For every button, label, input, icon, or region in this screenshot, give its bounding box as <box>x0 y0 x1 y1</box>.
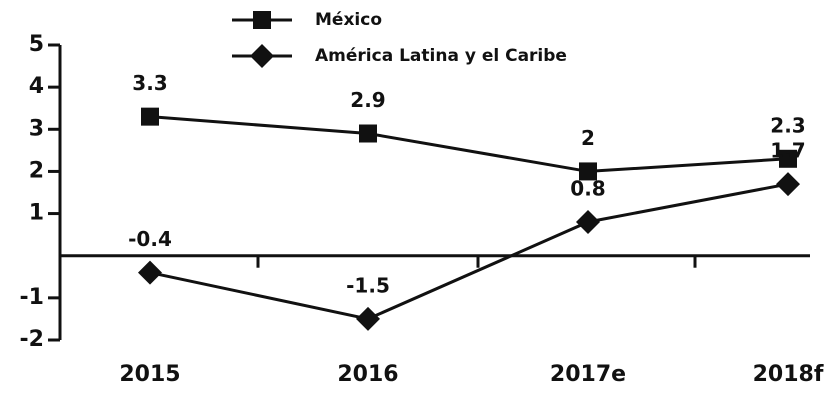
y-tick-label: 5 <box>29 32 44 57</box>
marker <box>253 11 271 29</box>
data-label: 2 <box>581 126 595 150</box>
marker <box>576 210 600 234</box>
x-tick-label: 2015 <box>119 362 180 387</box>
data-label: 0.8 <box>570 177 605 201</box>
marker <box>250 44 274 68</box>
marker <box>141 107 159 126</box>
y-tick-label: -1 <box>20 285 44 310</box>
legend-label: América Latina y el Caribe <box>315 46 567 66</box>
y-tick-label: -2 <box>20 327 44 352</box>
marker <box>356 306 380 331</box>
data-label: -1.5 <box>346 273 390 297</box>
x-tick-label: 2017e <box>550 362 626 387</box>
marker <box>359 124 377 143</box>
marker <box>779 149 797 168</box>
data-label: 3.3 <box>132 71 167 95</box>
x-tick-label: 2016 <box>337 362 398 387</box>
y-tick-label: 3 <box>29 116 44 141</box>
marker <box>776 172 800 197</box>
y-tick-label: 4 <box>29 74 44 99</box>
y-tick-label: 2 <box>29 158 44 183</box>
x-tick-label: 2018f <box>753 362 824 387</box>
data-label: 2.9 <box>350 88 385 112</box>
data-label: 2.3 <box>770 113 805 137</box>
y-tick-label: 1 <box>29 201 44 226</box>
marker <box>138 260 162 285</box>
data-label: -0.4 <box>128 227 172 251</box>
series-line <box>149 115 789 173</box>
legend-label: México <box>315 10 382 30</box>
series-line <box>149 182 789 321</box>
marker <box>579 162 597 181</box>
data-label: 1.7 <box>770 139 805 163</box>
